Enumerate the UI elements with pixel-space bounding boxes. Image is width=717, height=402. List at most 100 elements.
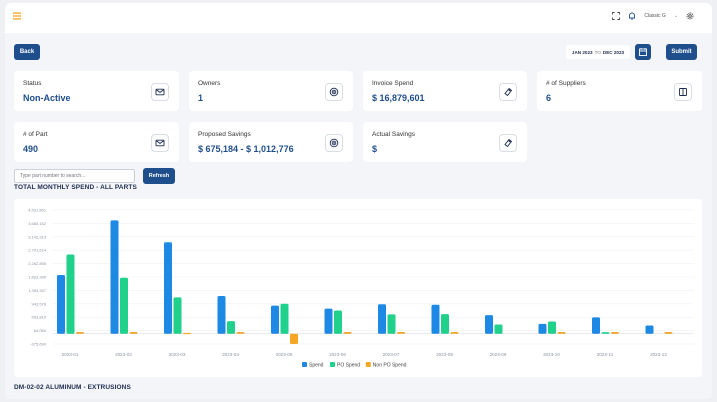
y-tick-label: 3,683,152	[28, 221, 47, 226]
bar-spend	[431, 304, 440, 334]
bar-non-po-spend	[76, 331, 84, 334]
y-tick-label: -375,699	[30, 342, 47, 347]
x-tick-label: 2023-01	[62, 352, 79, 357]
fullscreen-icon[interactable]	[612, 12, 621, 20]
card-value: 490	[23, 144, 39, 154]
monthly-spend-chart: 4,531,851 3,683,152 3,142,313 2,701,614 2,26…	[28, 208, 694, 369]
menu-icon[interactable]	[13, 12, 21, 20]
proposed-savings-card: Proposed Savings $ 675,184 - $ 1,012,776	[189, 122, 353, 162]
legend-swatch	[365, 362, 371, 367]
bar-po-spend	[494, 324, 503, 334]
date-to: DEC 2023	[602, 49, 625, 55]
bar-po-spend	[548, 321, 556, 334]
bar-po-spend	[441, 314, 449, 334]
y-tick-label: 1,823,396	[28, 275, 47, 280]
target-icon	[325, 134, 343, 152]
bar-spend	[538, 323, 547, 334]
card-value: $	[372, 144, 378, 154]
x-tick-label: 2023-05	[276, 352, 293, 357]
submit-button[interactable]: Submit	[666, 44, 697, 60]
bar-po-spend	[280, 303, 289, 334]
target-icon	[325, 83, 343, 101]
y-tick-label: 503,819	[32, 315, 47, 320]
y-tick-label: 1,383,337	[28, 288, 47, 293]
bar-spend	[324, 308, 333, 334]
bar-po-spend	[227, 321, 235, 334]
invoice-spend-card: Invoice Spend $ 16,879,601	[363, 71, 527, 111]
legend-label: PO Spend	[337, 363, 360, 369]
legend-swatch	[302, 362, 307, 367]
card-value: 6	[546, 93, 552, 103]
legend-label: Spend	[309, 363, 324, 369]
card-value: Non-Active	[23, 93, 71, 103]
status-card: Status Non-Active	[14, 71, 179, 111]
y-tick-label: 4,531,851	[28, 208, 47, 213]
bar-non-po-spend	[611, 331, 619, 334]
mail-icon	[151, 83, 169, 101]
bar-non-po-spend	[183, 332, 191, 335]
tag-icon	[499, 134, 517, 152]
user-name[interactable]: Classic G	[644, 13, 666, 19]
bar-po-spend	[173, 297, 182, 334]
bar-po-spend	[334, 310, 342, 334]
mail-icon	[151, 134, 169, 152]
card-label: Status	[23, 80, 42, 87]
y-tick-label: 2,262,855	[28, 261, 47, 266]
y-tick-label: 2,701,614	[28, 248, 47, 253]
legend-label: Non PO Spend	[373, 363, 407, 369]
date-range-picker[interactable]: JAN 2023 TO DEC 2023	[566, 45, 630, 59]
bar-po-spend	[601, 332, 610, 334]
card-label: Owners	[198, 80, 221, 87]
date-to-word: TO	[594, 49, 601, 55]
bar-non-po-spend	[450, 331, 459, 334]
x-tick-label: 2023-02	[115, 352, 132, 357]
tag-icon	[499, 83, 517, 101]
bar-po-spend	[66, 254, 75, 334]
card-label: Actual Savings	[372, 131, 415, 138]
x-tick-label: 2023-10	[543, 352, 560, 357]
y-tick-label: 64,060	[34, 328, 47, 333]
parts-card: # of Part 490	[14, 122, 179, 162]
x-tick-label: 2023-07	[383, 352, 400, 357]
x-tick-label: 2023-08	[436, 352, 453, 357]
date-from: JAN 2023	[571, 49, 593, 55]
bar-spend	[57, 275, 65, 334]
bar-non-po-spend	[557, 331, 566, 334]
bar-spend	[592, 317, 600, 334]
top-bar: Classic G ⌄	[5, 3, 712, 33]
x-tick-label: 2023-09	[490, 352, 507, 357]
bar-non-po-spend	[343, 331, 352, 334]
part-search-input[interactable]	[14, 169, 135, 183]
bar-non-po-spend	[290, 333, 298, 344]
bar-non-po-spend	[397, 331, 405, 334]
card-label: Proposed Savings	[198, 131, 251, 138]
actual-savings-card: Actual Savings $	[363, 122, 527, 162]
chevron-down-icon[interactable]: ⌄	[673, 13, 678, 19]
y-tick-label: 943,578	[32, 301, 47, 306]
x-tick-label: 2023-04	[222, 352, 239, 357]
bar-spend	[645, 325, 654, 334]
bar-spend	[217, 296, 226, 334]
bar-non-po-spend	[236, 331, 245, 334]
bar-spend	[110, 220, 119, 334]
card-value: $ 16,879,601	[372, 93, 425, 103]
settings-icon[interactable]	[686, 12, 694, 20]
notification-icon[interactable]	[628, 12, 636, 20]
bar-non-po-spend	[129, 331, 138, 334]
bar-spend	[485, 315, 493, 334]
category-title: DM-02-02 ALUMINUM - EXTRUSIONS	[14, 384, 131, 391]
card-label: # of Suppliers	[546, 80, 586, 87]
card-label: # of Part	[23, 131, 48, 138]
x-tick-label: 2023-11	[597, 352, 614, 357]
card-value: $ 675,184 - $ 1,012,776	[198, 144, 294, 154]
book-icon	[674, 83, 692, 101]
x-tick-label: 2023-03	[169, 352, 186, 357]
x-tick-label: 2023-12	[650, 352, 667, 357]
bar-po-spend	[387, 314, 396, 334]
chart-title: TOTAL MONTHLY SPEND - ALL PARTS	[14, 184, 137, 191]
calendar-button[interactable]	[635, 44, 651, 60]
bar-non-po-spend	[664, 331, 673, 334]
back-button[interactable]: Back	[14, 44, 40, 60]
x-tick-label: 2023-06	[329, 352, 346, 357]
refresh-button[interactable]: Refresh	[143, 168, 175, 184]
